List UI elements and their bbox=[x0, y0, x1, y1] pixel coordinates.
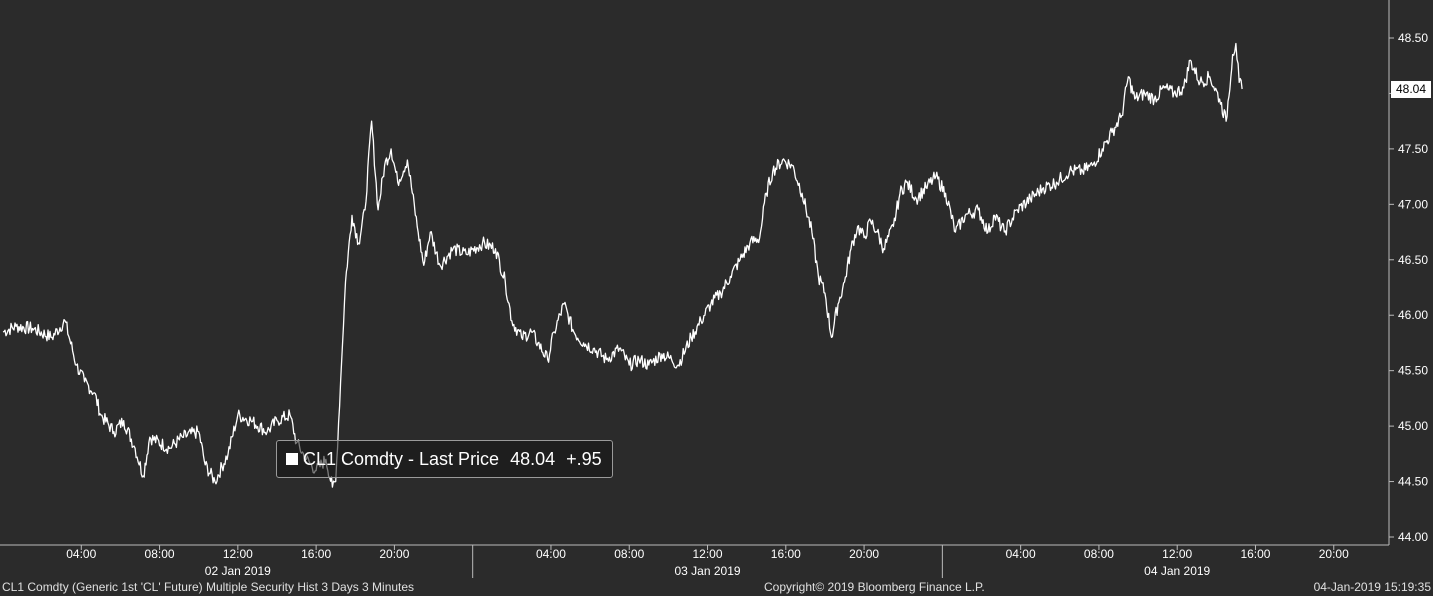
y-tick-label: 46.00 bbox=[1398, 308, 1428, 322]
x-tick-label: 08:00 bbox=[1084, 547, 1114, 561]
x-tick-label: 16:00 bbox=[771, 547, 801, 561]
x-day-label: 02 Jan 2019 bbox=[205, 564, 271, 578]
footer-timestamp: 04-Jan-2019 15:19:35 bbox=[1313, 580, 1431, 594]
x-tick-label: 04:00 bbox=[66, 547, 96, 561]
price-chart: 44.00 44.50 45.00 45.50 46.00 46.50 47.00 47.50… bbox=[0, 0, 1428, 578]
series-legend[interactable]: CL1 Comdty - Last Price 48.04 +.95 bbox=[276, 440, 613, 478]
legend-price-change: +.95 bbox=[566, 449, 602, 469]
y-tick-label: 44.50 bbox=[1398, 475, 1428, 489]
y-tick-label: 47.00 bbox=[1398, 197, 1428, 211]
y-tick-label: 45.00 bbox=[1398, 419, 1428, 433]
footer-security-description: CL1 Comdty (Generic 1st 'CL' Future) Mul… bbox=[2, 580, 415, 594]
y-tick-label: 44.00 bbox=[1398, 530, 1428, 544]
x-tick-label: 20:00 bbox=[1319, 547, 1349, 561]
x-axis: 04:00 08:00 12:00 16:00 20:00 04:00 08:00 12:00… bbox=[66, 545, 1349, 578]
footer-copyright: Copyright© 2019 Bloomberg Finance L.P. bbox=[764, 580, 985, 594]
footer-bar: CL1 Comdty (Generic 1st 'CL' Future) Mul… bbox=[0, 578, 1433, 596]
x-tick-label: 20:00 bbox=[379, 547, 409, 561]
x-tick-label: 04:00 bbox=[536, 547, 566, 561]
x-tick-label: 08:00 bbox=[614, 547, 644, 561]
y-tick-label: 47.50 bbox=[1398, 142, 1428, 156]
legend-swatch-icon bbox=[286, 453, 298, 465]
y-tick-label: 45.50 bbox=[1398, 364, 1428, 378]
x-tick-label: 12:00 bbox=[1162, 547, 1192, 561]
last-price-marker: 48.04 bbox=[1391, 80, 1431, 98]
x-day-label: 04 Jan 2019 bbox=[1144, 564, 1210, 578]
y-tick-label: 48.50 bbox=[1398, 31, 1428, 45]
x-tick-label: 16:00 bbox=[1240, 547, 1270, 561]
price-line-series bbox=[2, 42, 1243, 488]
y-tick-label: 46.50 bbox=[1398, 253, 1428, 267]
x-tick-label: 20:00 bbox=[849, 547, 879, 561]
x-tick-label: 08:00 bbox=[145, 547, 175, 561]
legend-last-price: 48.04 bbox=[510, 449, 556, 469]
legend-series-label: CL1 Comdty - Last Price bbox=[303, 449, 500, 469]
x-tick-label: 12:00 bbox=[223, 547, 253, 561]
x-tick-label: 12:00 bbox=[693, 547, 723, 561]
x-tick-label: 16:00 bbox=[301, 547, 331, 561]
x-tick-label: 04:00 bbox=[1006, 547, 1036, 561]
x-day-label: 03 Jan 2019 bbox=[674, 564, 740, 578]
plot-area: 44.00 44.50 45.00 45.50 46.00 46.50 47.00 47.50… bbox=[0, 0, 1428, 578]
y-axis: 44.00 44.50 45.00 45.50 46.00 46.50 47.00 47.50… bbox=[1389, 31, 1428, 544]
